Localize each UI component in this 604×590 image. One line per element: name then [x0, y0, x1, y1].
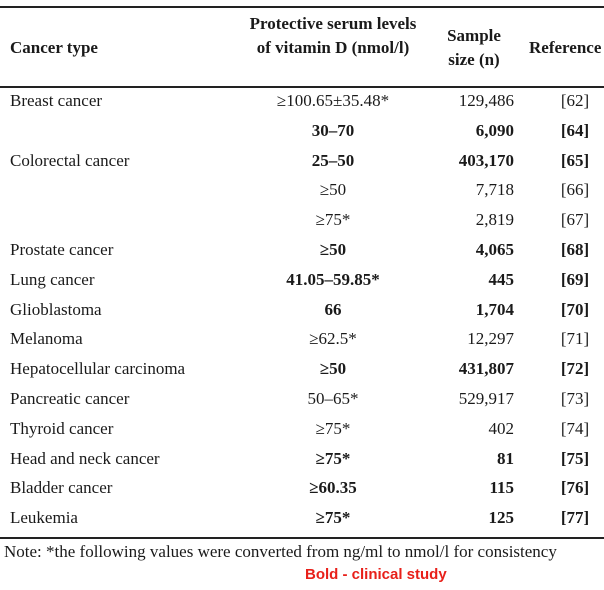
bottom-rule	[0, 537, 604, 539]
header-cell: Protective serum levels of vitamin D (nm…	[249, 14, 417, 57]
table-cell: [69]	[560, 269, 590, 289]
table-cell: Pancreatic cancer	[10, 389, 130, 408]
table-cell: 431,807	[458, 359, 514, 379]
header-cell: Reference	[529, 38, 602, 57]
table-cell: [62]	[560, 91, 590, 110]
table-cell: Thyroid cancer	[10, 418, 114, 438]
table-cell: ≥50	[319, 359, 347, 379]
table-cell: Bladder cancer	[10, 478, 113, 498]
table-cell: ≥75*	[315, 418, 351, 438]
table-cell: 403,170	[458, 150, 514, 170]
table-cell: [73]	[560, 389, 590, 408]
table-cell: 50–65*	[307, 389, 359, 408]
table-cell: [75]	[560, 448, 590, 468]
table-cell: 6,090	[475, 120, 514, 140]
table-cell: Colorectal cancer	[10, 150, 130, 170]
table-cell: Glioblastoma	[10, 299, 102, 319]
table-cell: Prostate cancer	[10, 240, 114, 259]
table-cell: [66]	[560, 180, 590, 200]
table-cell: [65]	[560, 150, 590, 170]
table-cell: 4,065	[475, 240, 514, 259]
table-cell: [67]	[560, 210, 590, 230]
header-cell: Cancer type	[10, 38, 98, 57]
table-cell: [77]	[560, 508, 590, 528]
table-cell: ≥60.35	[309, 478, 357, 498]
table-cell: Hepatocellular carcinoma	[10, 359, 186, 379]
table-cell: 129,486	[458, 91, 514, 110]
table-cell: 125	[488, 508, 515, 528]
table-cell: 12,297	[467, 329, 514, 349]
header-rule	[0, 86, 604, 88]
table-cell: Head and neck cancer	[10, 448, 160, 468]
table-cell: Melanoma	[10, 329, 83, 349]
table-cell: [70]	[560, 299, 590, 319]
table-cell: Leukemia	[10, 508, 78, 528]
table-cell: ≥75*	[315, 508, 351, 528]
table-cell: 7,718	[475, 180, 514, 200]
table-cell: ≥62.5*	[309, 329, 357, 349]
table-cell: 402	[488, 418, 515, 438]
table-cell: 81	[497, 448, 514, 468]
table-cell: 1,704	[475, 299, 514, 319]
table-cell: 2,819	[475, 210, 514, 230]
table-cell: ≥100.65±35.48*	[276, 91, 390, 110]
table-cell: [68]	[560, 240, 590, 259]
table-cell: ≥50	[319, 180, 347, 200]
table-cell: [71]	[560, 329, 590, 349]
table-cell: Breast cancer	[10, 91, 103, 110]
table-cell: 41.05–59.85*	[286, 269, 380, 289]
table-cell: 30–70	[311, 120, 355, 140]
note: Note: *the following values were convert…	[4, 542, 557, 561]
table-cell: [64]	[560, 120, 590, 140]
table-cell: 529,917	[458, 389, 514, 408]
table-cell: ≥50	[319, 240, 347, 259]
table-cell: 115	[489, 478, 514, 498]
table-cell: 445	[488, 269, 515, 289]
table-cell: [72]	[560, 359, 590, 379]
table-cell: ≥75*	[315, 448, 351, 468]
table-cell: 25–50	[311, 150, 355, 170]
table-cell: 66	[324, 299, 342, 319]
top-rule	[0, 6, 604, 8]
table-cell: Lung cancer	[10, 269, 95, 289]
legend: Bold - clinical study	[305, 566, 447, 583]
table-cell: [74]	[560, 418, 590, 438]
table-cell: ≥75*	[315, 210, 351, 230]
table-cell: [76]	[560, 478, 590, 498]
header-cell: Sample size (n)	[447, 26, 501, 69]
